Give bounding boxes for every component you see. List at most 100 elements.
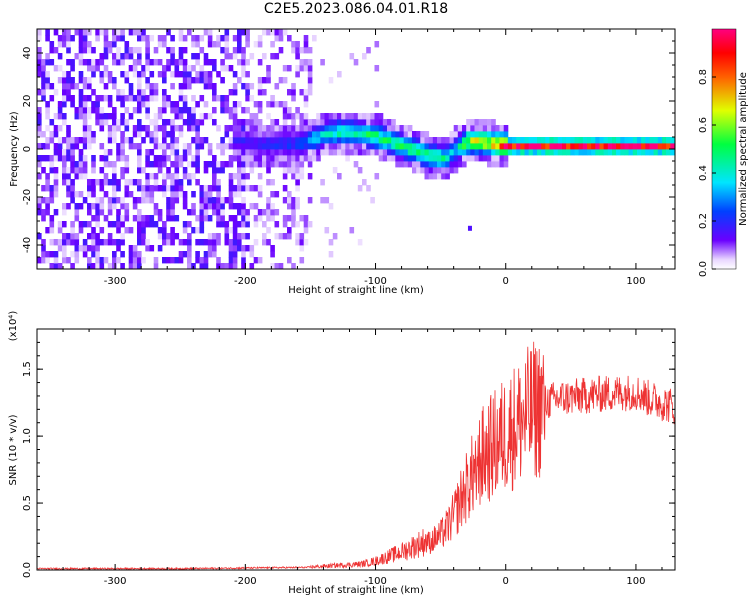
spectrogram-cell xyxy=(182,251,188,258)
spectrogram-cell xyxy=(328,119,334,126)
spectrogram-cell xyxy=(278,77,284,84)
spectrogram-cell xyxy=(49,263,55,269)
spectrogram-cell xyxy=(41,155,46,162)
spectrogram-cell xyxy=(237,101,242,108)
spectrogram-cell xyxy=(49,95,55,102)
snr-frame xyxy=(36,328,676,571)
spectrogram-cell xyxy=(282,131,288,138)
spectrogram-cell xyxy=(245,29,250,36)
spectrogram-cell xyxy=(49,167,55,174)
spectrogram-cell xyxy=(107,77,113,84)
spectrogram-cell xyxy=(112,161,117,168)
spectrogram-cell xyxy=(253,125,259,132)
spectrogram-cell xyxy=(207,245,213,252)
spectrogram-cell xyxy=(366,113,371,120)
spectrogram-cell xyxy=(441,143,446,150)
spectrogram-cell xyxy=(270,101,275,108)
spectrogram-cell xyxy=(212,89,217,96)
spectrogram-cell xyxy=(78,149,84,156)
spectrogram-cell xyxy=(445,167,450,174)
spectrogram-cell xyxy=(207,143,213,150)
spectrogram-cell xyxy=(132,143,138,150)
spectrogram-cell xyxy=(107,197,113,204)
spectrogram-cell xyxy=(303,131,309,138)
spectrogram-cell xyxy=(266,71,271,78)
spectrogram-cell xyxy=(295,125,300,132)
spectrogram-cell xyxy=(207,29,213,36)
spectrogram-cell xyxy=(74,161,80,168)
spectrogram-cell xyxy=(166,239,171,246)
spectrogram-cell xyxy=(45,113,50,120)
spectrogram-cell xyxy=(237,59,242,66)
spectrogram-cell xyxy=(45,35,50,42)
spectrogram-cell xyxy=(307,47,313,54)
spectrogram-cell xyxy=(499,149,505,156)
spectrogram-cell xyxy=(274,131,280,138)
spectrogram-cell xyxy=(237,233,242,240)
spectrogram-cell xyxy=(503,143,509,150)
spectrogram-cell xyxy=(291,155,296,162)
spectrogram-cell xyxy=(345,149,350,156)
spectrogram-cell xyxy=(332,167,338,174)
spectrogram-cell xyxy=(182,35,188,42)
spectrogram-cell xyxy=(120,29,125,36)
spectrogram-cell xyxy=(57,107,63,114)
spectrogram-cell xyxy=(195,149,200,156)
spectrogram-cell xyxy=(187,221,192,228)
spectrogram-cell xyxy=(187,257,192,264)
spectrogram-cell xyxy=(182,191,188,198)
spectrogram-cell xyxy=(362,53,367,60)
spectrogram-cell xyxy=(178,53,184,60)
spectrogram-cell xyxy=(166,185,171,192)
spectrogram-cell xyxy=(503,155,509,162)
spectrogram-cell xyxy=(174,191,180,198)
spectrogram-cell xyxy=(103,191,109,198)
spectrogram-cell xyxy=(137,95,142,102)
spectrogram-cell xyxy=(295,53,300,60)
spectrogram-cell xyxy=(441,137,446,144)
spectrogram-cell xyxy=(332,143,338,150)
spectrogram-cell xyxy=(499,143,505,150)
spectrogram-cell xyxy=(257,173,263,180)
spectrogram-cell xyxy=(270,131,275,138)
spectrogram-cell xyxy=(274,221,280,228)
spectrogram-cell xyxy=(66,83,71,90)
spectrogram-cell xyxy=(228,107,234,114)
spectrogram-cell xyxy=(353,125,359,132)
spectrogram-cell xyxy=(232,221,238,228)
spectrogram-cell xyxy=(241,185,246,192)
spectrogram-cell xyxy=(241,197,246,204)
spectrogram-cell xyxy=(528,137,534,144)
x-tick-label: 100 xyxy=(626,276,645,287)
spectrogram-cell xyxy=(295,137,300,144)
spectrogram-cell xyxy=(341,113,346,120)
spectrogram-cell xyxy=(249,131,255,138)
spectrogram-cell xyxy=(491,155,496,162)
spectrogram-cell xyxy=(295,179,300,186)
spectrogram-cell xyxy=(262,53,267,60)
spectrogram-cell xyxy=(103,113,109,120)
spectrogram-cell xyxy=(37,89,42,96)
spectrogram-cell xyxy=(245,125,250,132)
spectrogram-cell xyxy=(45,197,50,204)
spectrogram-cell xyxy=(116,143,121,150)
spectrogram-cell xyxy=(149,149,155,156)
spectrogram-cell xyxy=(474,137,480,144)
spectrogram-cell xyxy=(66,47,71,54)
spectrogram-cell xyxy=(70,263,75,269)
spectrogram-cell xyxy=(245,245,250,252)
spectrogram-cell xyxy=(312,155,317,162)
spectrogram-cell xyxy=(87,179,92,186)
spectrogram-cell xyxy=(216,239,221,246)
spectrogram-cell xyxy=(87,233,92,240)
spectrogram-cell xyxy=(49,215,55,222)
spectrogram-cell xyxy=(53,263,59,269)
spectrogram-cell xyxy=(337,131,342,138)
spectrogram-cell xyxy=(37,233,42,240)
spectrogram-cell xyxy=(66,149,71,156)
spectrogram-cell xyxy=(424,167,430,174)
x-tick-label: -300 xyxy=(104,276,127,287)
spectrogram-cell xyxy=(182,77,188,84)
spectrogram-cell xyxy=(195,239,200,246)
spectrogram-cell xyxy=(103,257,109,264)
